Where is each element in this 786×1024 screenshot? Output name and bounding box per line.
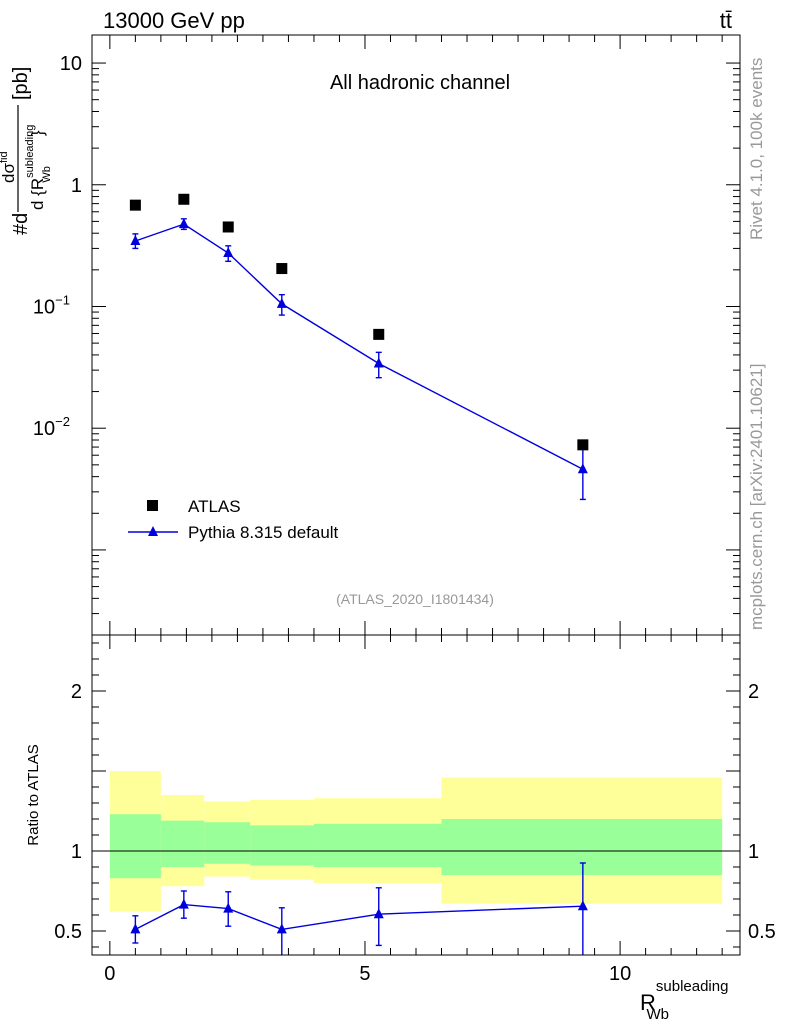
ratio-pythia-marker [130, 923, 141, 934]
x-tick-label: 10 [609, 963, 631, 985]
pythia-marker [577, 463, 588, 474]
ratio-band-inner [160, 820, 205, 867]
legend-pythia-label: Pythia 8.315 default [188, 523, 339, 542]
ratio-pythia-marker [577, 900, 588, 911]
legend-atlas-marker [147, 500, 158, 511]
ratio-y-tick-label-left: 1 [71, 841, 82, 863]
pythia-marker [223, 247, 234, 258]
mcplots-label: mcplots.cern.ch [arXiv:2401.10621] [747, 364, 766, 630]
ratio-y-tick-label-left: 0.5 [54, 921, 82, 943]
ratio-y-tick-labels: 0.5 0.5 1 1 2 2 [54, 681, 776, 943]
main-x-ticks [109, 35, 723, 635]
main-y-tick-label: 1 [71, 175, 82, 197]
legend: ATLAS Pythia 8.315 default [128, 497, 339, 542]
ratio-pythia-marker [178, 898, 189, 909]
ratio-y-tick-label-left: 2 [71, 681, 82, 703]
ratio-band-inner [204, 822, 251, 864]
pythia-marker [276, 297, 287, 308]
atlas-marker [178, 193, 190, 205]
main-y-tick-labels: 10 1 10−1 10−2 [33, 53, 82, 440]
atlas-marker [373, 328, 385, 340]
atlas-marker [129, 199, 141, 211]
main-y-tick-label: 10−2 [33, 414, 70, 440]
ratio-pythia-marker [223, 902, 234, 913]
atlas-marker [276, 263, 288, 275]
x-tick-label: 0 [104, 963, 115, 985]
pythia-line [135, 223, 584, 470]
main-series [129, 193, 589, 501]
ratio-y-ticks [92, 642, 740, 948]
ratio-y-tick-label-right: 2 [748, 681, 759, 703]
x-tick-label: 5 [359, 963, 370, 985]
ratio-band-inner [250, 825, 314, 866]
ratio-band-inner [441, 819, 723, 875]
ratio-pythia-line [135, 903, 583, 931]
main-panel: All hadronic channel (ATLAS_2020_I180143… [0, 34, 741, 636]
atlas-marker [577, 439, 589, 451]
ratio-y-axis-label: Ratio to ATLAS [25, 744, 42, 845]
analysis-watermark: (ATLAS_2020_I1801434) [336, 591, 494, 607]
pythia-marker [130, 235, 141, 246]
y-label-prefix: #d [10, 213, 32, 235]
rivet-version-label: Rivet 4.1.0, 100k events [747, 58, 766, 240]
main-y-tick-label: 10−1 [33, 292, 70, 318]
y-label-unit: [pb] [10, 67, 32, 100]
main-plot-frame [91, 34, 741, 636]
y-label-numerator: dσfid [0, 151, 18, 183]
ratio-band-inner [109, 814, 161, 879]
ratio-y-tick-label-right: 0.5 [748, 921, 776, 943]
main-y-ticks [92, 62, 740, 636]
energy-label: 13000 GeV pp [103, 8, 245, 33]
legend-pythia-marker [148, 526, 158, 536]
pythia-marker [373, 357, 384, 368]
ratio-y-tick-label-right: 1 [748, 841, 759, 863]
ratio-pythia-marker [373, 908, 384, 919]
legend-atlas-label: ATLAS [188, 497, 241, 516]
ratio-panel: 0.5 0.5 1 1 2 2 0 5 10 Ratio to ATLAS Rsubleadi… [25, 634, 776, 1023]
process-label: tt̄ [720, 8, 732, 33]
ratio-uncertainty-bands [109, 771, 723, 912]
x-axis-label: Rsubleading Wb [640, 978, 728, 1023]
chart-title: All hadronic channel [330, 72, 510, 94]
main-y-tick-label: 10 [60, 53, 82, 75]
y-label-denominator: d {Rsubleading Wb} [24, 125, 53, 210]
pythia-marker [178, 218, 189, 229]
main-y-axis-label: #d dσfid d {Rsubleading Wb} [pb] [0, 67, 53, 235]
ratio-x-tick-labels: 0 5 10 [104, 963, 631, 985]
ratio-series [130, 862, 588, 955]
ratio-band-inner [313, 823, 442, 867]
ratio-x-ticks [109, 635, 723, 955]
ratio-pythia-marker [276, 923, 287, 934]
atlas-marker [222, 221, 234, 233]
